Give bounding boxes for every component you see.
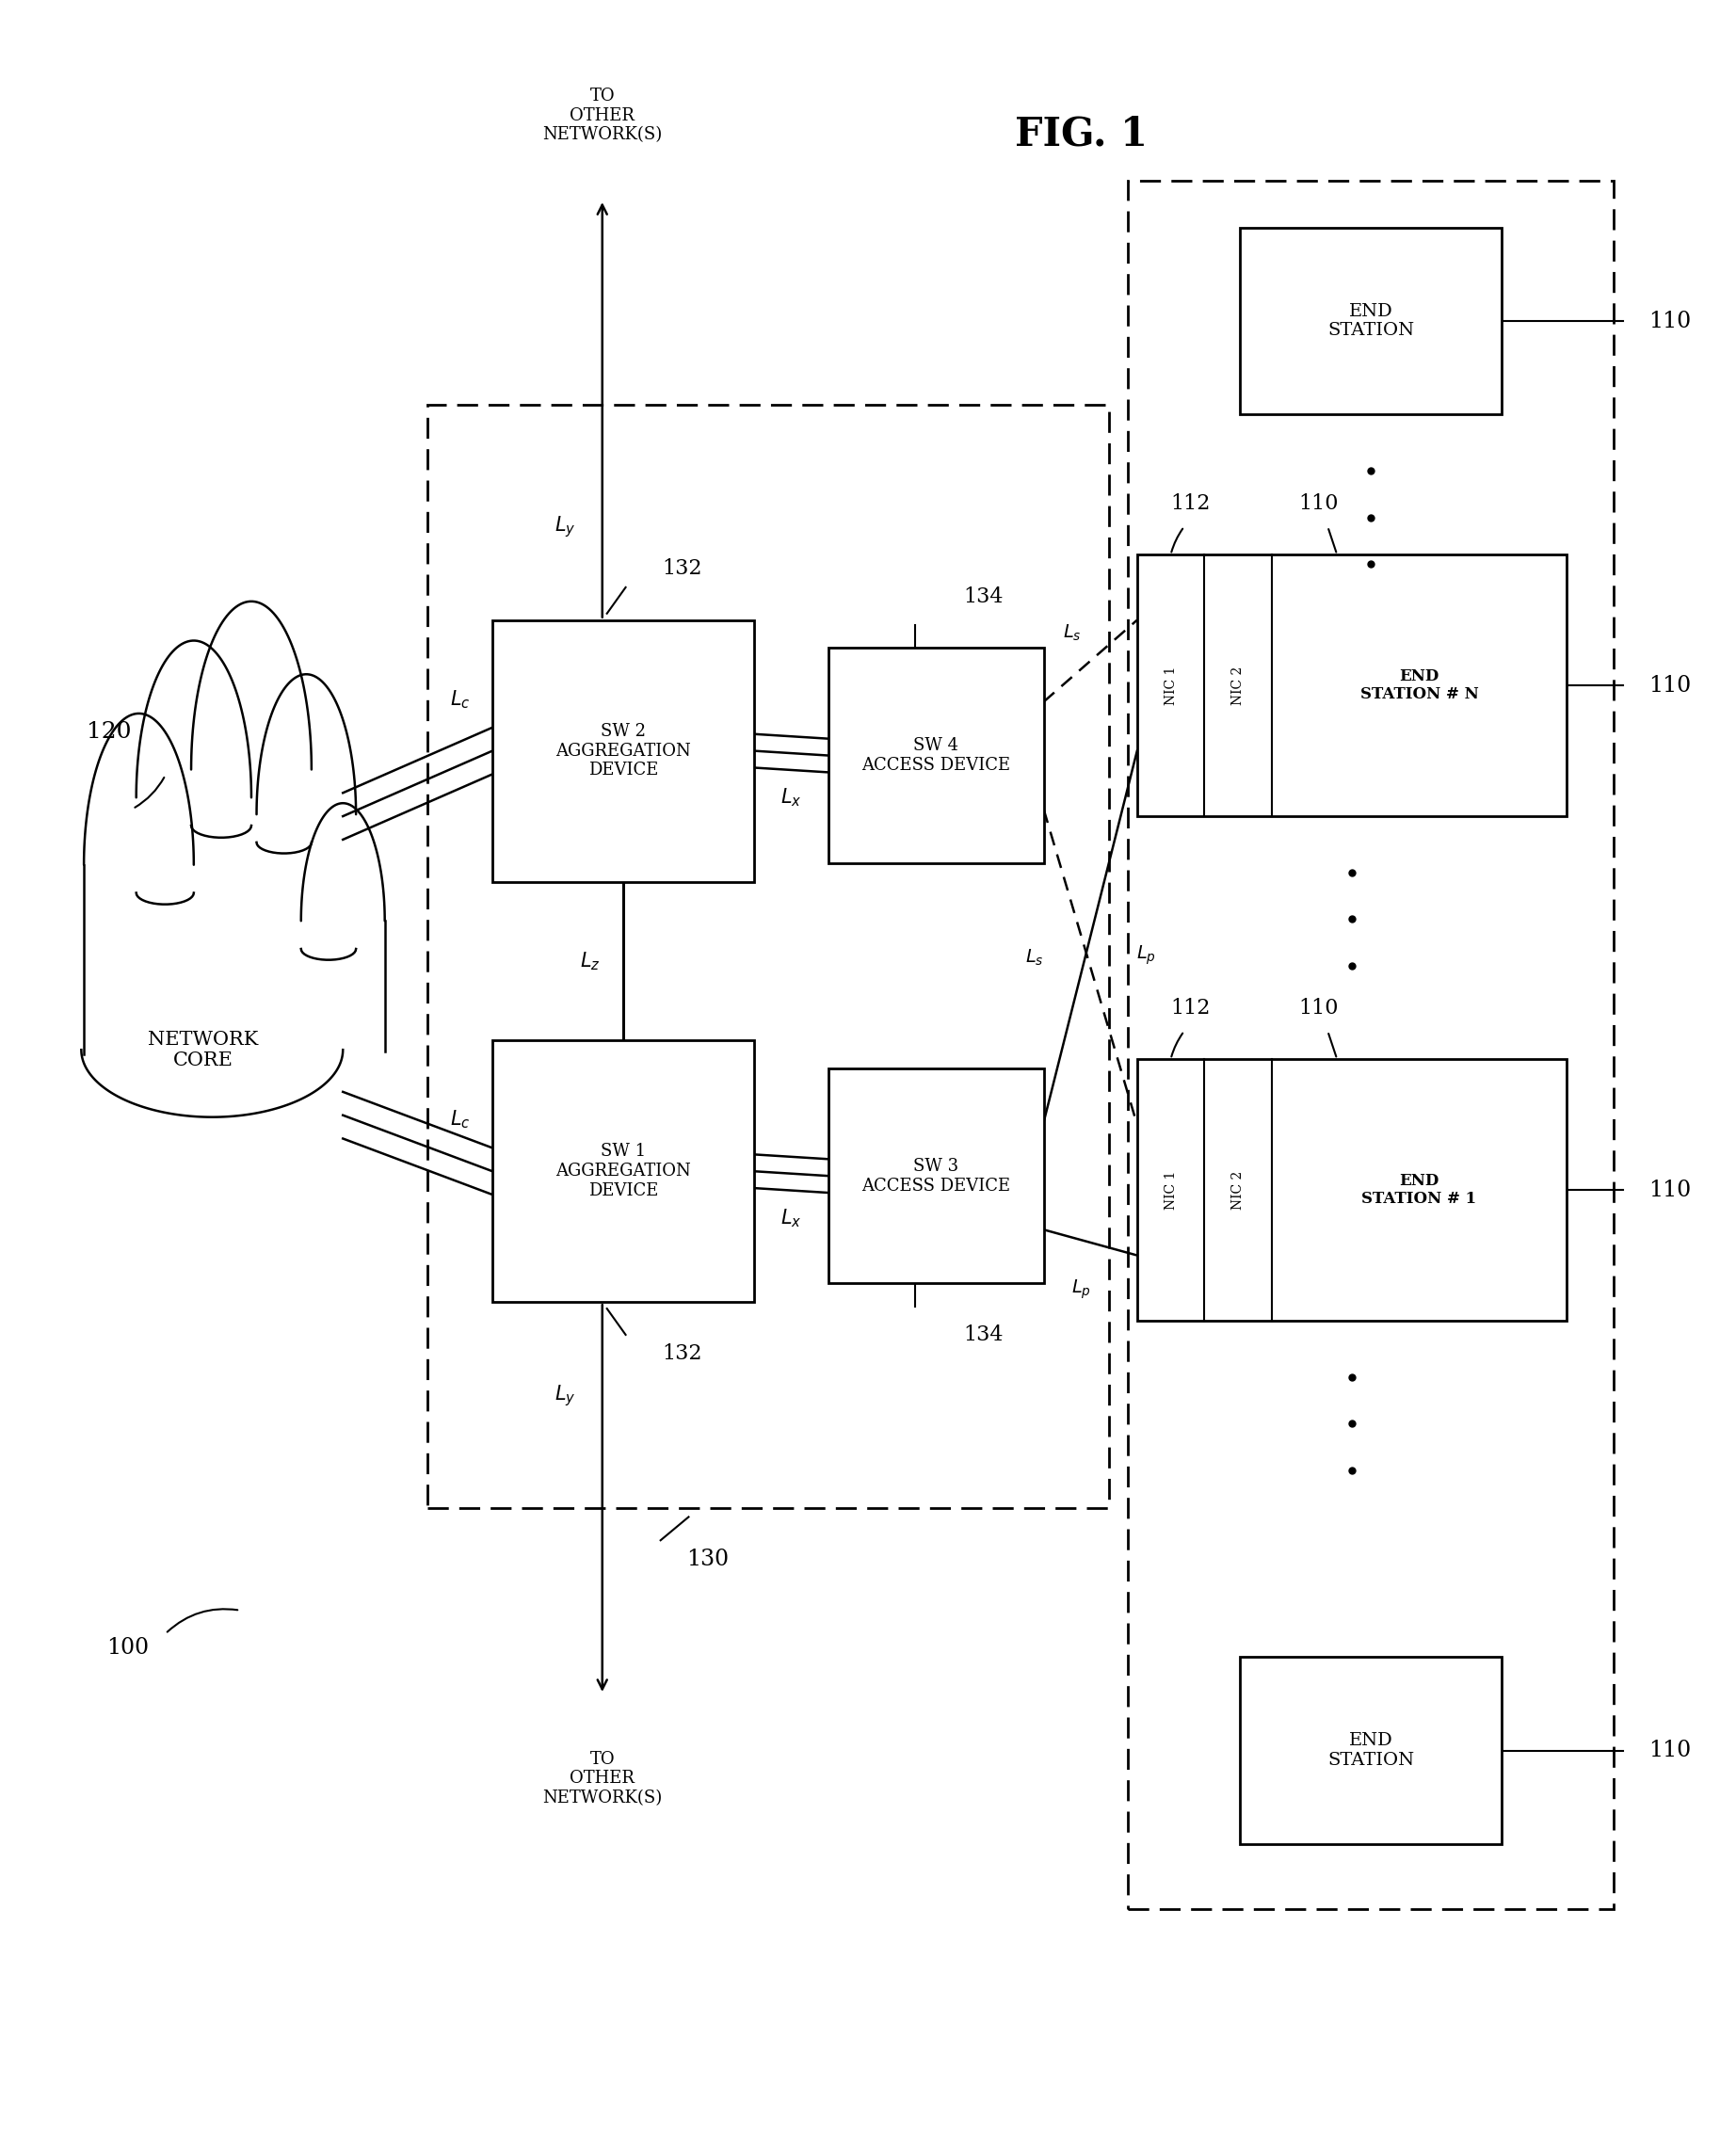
Text: 110: 110 [1649,310,1691,331]
Text: 120: 120 [87,721,132,742]
Text: $L_c$: $L_c$ [450,688,470,710]
Text: END
STATION # N: END STATION # N [1359,669,1479,703]
Text: $L_y$: $L_y$ [554,1383,575,1409]
Text: $L_x$: $L_x$ [781,1207,802,1228]
Text: $L_x$: $L_x$ [781,787,802,809]
Text: TO
OTHER
NETWORK(S): TO OTHER NETWORK(S) [542,1751,661,1807]
Bar [493,1041,753,1301]
Text: 110: 110 [1649,1179,1691,1200]
Text: SW 2
AGGREGATION
DEVICE: SW 2 AGGREGATION DEVICE [556,723,691,779]
Text: 130: 130 [686,1549,729,1570]
Bar [828,1069,1043,1284]
Text: SW 3
ACCESS DEVICE: SW 3 ACCESS DEVICE [861,1157,1010,1194]
Bar [427,404,1109,1508]
Text: $L_y$: $L_y$ [554,514,575,540]
Text: 112: 112 [1172,493,1210,514]
Text: 110: 110 [1649,1740,1691,1762]
Text: $L_p$: $L_p$ [1137,944,1156,966]
Text: NIC 1: NIC 1 [1165,667,1177,706]
Text: NIC 1: NIC 1 [1165,1170,1177,1209]
Text: 110: 110 [1299,998,1338,1017]
Bar [1137,1058,1568,1321]
Text: END
STATION: END STATION [1328,1732,1415,1768]
Text: $L_s$: $L_s$ [1062,624,1082,643]
Text: 134: 134 [963,587,1003,607]
Text: NIC 2: NIC 2 [1231,1170,1245,1209]
Text: SW 4
ACCESS DEVICE: SW 4 ACCESS DEVICE [861,738,1010,774]
Text: SW 1
AGGREGATION
DEVICE: SW 1 AGGREGATION DEVICE [556,1142,691,1200]
Text: 100: 100 [106,1637,149,1658]
Text: 132: 132 [661,559,701,579]
Text: END
STATION # 1: END STATION # 1 [1361,1172,1477,1207]
Text: FIG. 1: FIG. 1 [1014,114,1147,155]
Bar [1137,555,1568,815]
Text: $L_p$: $L_p$ [1071,1278,1090,1301]
Text: 110: 110 [1299,493,1338,514]
Text: 110: 110 [1649,675,1691,697]
Text: 132: 132 [661,1342,701,1364]
Bar [1240,228,1502,415]
Bar [493,619,753,882]
Text: $L_c$: $L_c$ [450,1108,470,1131]
Text: 134: 134 [963,1325,1003,1344]
Text: 112: 112 [1172,998,1210,1017]
Text: END
STATION: END STATION [1328,303,1415,340]
Text: NIC 2: NIC 2 [1231,667,1245,706]
Text: NETWORK
CORE: NETWORK CORE [148,1030,259,1069]
Text: TO
OTHER
NETWORK(S): TO OTHER NETWORK(S) [542,88,661,144]
Bar [828,647,1043,863]
Bar [1240,1656,1502,1843]
Text: $L_z$: $L_z$ [580,951,601,972]
Text: $L_s$: $L_s$ [1024,949,1043,968]
Bar [1128,181,1613,1910]
